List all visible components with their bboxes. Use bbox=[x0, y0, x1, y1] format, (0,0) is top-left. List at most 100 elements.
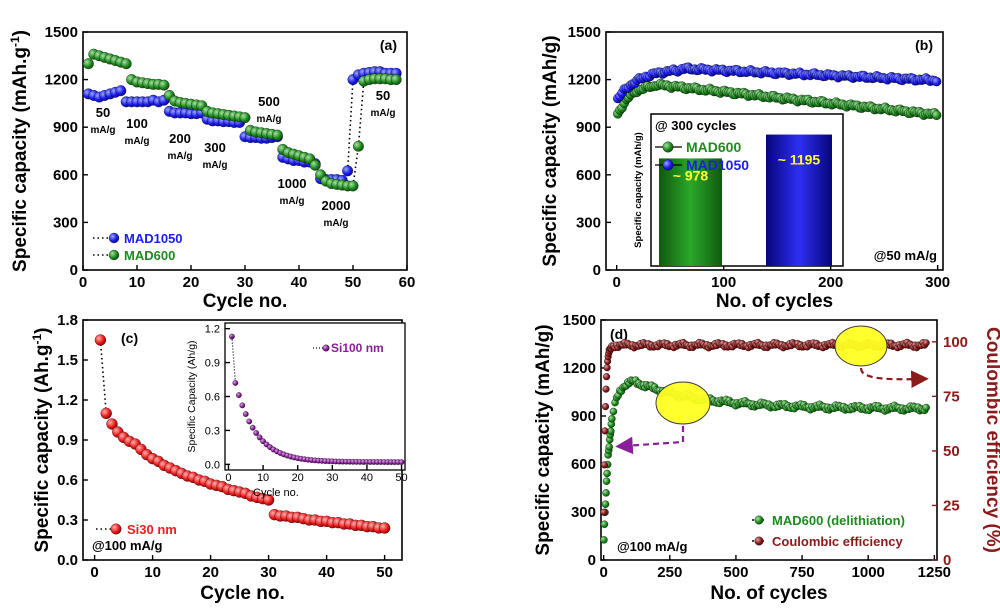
point-Coulombic efficiency bbox=[602, 385, 610, 393]
highlight-ellipse-efficiency bbox=[834, 325, 888, 367]
point-Si30 nm bbox=[100, 407, 112, 419]
legend-entry: MAD600 bbox=[124, 248, 175, 263]
panel-d-x-tick: 0 bbox=[599, 564, 607, 581]
panel-b-ylabel: Specific capacity (mAh/g) bbox=[540, 35, 561, 266]
rate-annotation-unit: mA/g bbox=[257, 114, 282, 125]
inset-legend-marker bbox=[662, 159, 674, 171]
panel-d-y-right-tick: 50 bbox=[943, 443, 960, 460]
panel-d-frame bbox=[600, 319, 938, 561]
inset-x-tick: 50 bbox=[395, 472, 407, 484]
point-MAD600 bbox=[931, 110, 942, 120]
inset-x-tick: 30 bbox=[326, 472, 338, 484]
panel-b-x-tick: 200 bbox=[818, 274, 843, 291]
rate-annotation-unit: mA/g bbox=[168, 151, 193, 162]
inset-bar-MAD600 bbox=[659, 158, 722, 266]
inset-legend-marker bbox=[662, 141, 674, 153]
panel-d-y-right-tick: 25 bbox=[943, 497, 960, 514]
panel-c-ylabel: Specific capacity (Ah.g-1) bbox=[30, 327, 53, 552]
panel-d-x-tick: 1000 bbox=[852, 564, 885, 581]
panel-c-y-tick: 1.5 bbox=[57, 352, 78, 369]
panel-b-y-tick: 1500 bbox=[568, 24, 601, 41]
point-MAD600 (delithiation) bbox=[601, 500, 610, 508]
panel-b-x-tick: 300 bbox=[925, 274, 950, 291]
point-Si30 nm bbox=[262, 494, 275, 506]
inset-point bbox=[242, 411, 249, 417]
panel-d-y-tick: 900 bbox=[571, 408, 596, 425]
point-MAD600 (delithiation) bbox=[922, 403, 930, 412]
panel-a-ylabel: Specific capacity (mAh.g-1) bbox=[8, 30, 31, 272]
arrow-to-left-axis bbox=[615, 426, 685, 455]
panel-b: 0 100 200 300 0 300 600 900 1200 1500 No. of cycle… bbox=[540, 24, 950, 312]
arrow-to-right-axis bbox=[859, 367, 929, 389]
rate-annotation-unit: mA/g bbox=[125, 136, 150, 147]
panel-b-y-tick: 600 bbox=[576, 167, 601, 184]
panel-c-x-tick: 20 bbox=[202, 564, 219, 581]
panel-b-xlabel: No. of cycles bbox=[716, 291, 833, 312]
inset-point bbox=[235, 392, 242, 398]
legend-marker bbox=[754, 515, 764, 525]
inset-legend-entry: MAD600 bbox=[686, 139, 741, 155]
rate-annotation-unit: mA/g bbox=[280, 196, 305, 207]
panel-c-x-tick: 50 bbox=[376, 564, 393, 581]
panel-b-inset: @ 300 cycles Specific capacity (mAh/g) ~ 9… bbox=[633, 113, 844, 267]
rate-annotation-unit: mA/g bbox=[91, 125, 116, 136]
inset-point bbox=[229, 333, 235, 340]
point-Si30 nm bbox=[106, 418, 118, 430]
transition-dots bbox=[346, 79, 354, 171]
legend-entry: MAD600 (delithiation) bbox=[772, 513, 905, 528]
panel-c-y-tick: 0.3 bbox=[57, 512, 78, 529]
series-Si30 nm bbox=[94, 334, 391, 534]
legend-entry: Coulombic efficiency bbox=[772, 534, 904, 549]
panel-d-ylabel-right: Coulombic efficiency (%) bbox=[982, 327, 1000, 553]
inset-x-tick: 10 bbox=[257, 472, 269, 484]
panel-b-x-tick: 0 bbox=[613, 274, 621, 291]
panel-d-label: (d) bbox=[610, 326, 628, 342]
legend-marker bbox=[754, 536, 764, 546]
panel-d-y-tick: 0 bbox=[588, 552, 596, 569]
panel-a-xlabel: Cycle no. bbox=[203, 291, 287, 312]
point-MAD600 bbox=[239, 112, 251, 124]
panel-d-x-tick: 500 bbox=[723, 564, 748, 581]
panel-d-y-tick: 300 bbox=[571, 504, 596, 521]
highlight-ellipse-capacity bbox=[655, 381, 711, 425]
inset-legend-marker bbox=[322, 344, 330, 352]
point-MAD600 (delithiation) bbox=[600, 536, 608, 544]
inset-title: @ 300 cycles bbox=[655, 118, 736, 133]
series-MAD600 bbox=[82, 48, 402, 192]
rate-annotation-unit: mA/g bbox=[324, 218, 349, 229]
inset-y-tick: 0.0 bbox=[205, 459, 220, 471]
panel-a-legend: MAD1050 MAD600 bbox=[93, 231, 183, 263]
panel-d-condition: @100 mA/g bbox=[617, 539, 688, 554]
panel-a-x-tick: 20 bbox=[183, 274, 200, 291]
series-MAD1050 bbox=[613, 62, 942, 104]
rate-annotation: 100 bbox=[126, 116, 148, 131]
panel-a-y-tick: 900 bbox=[53, 119, 78, 136]
legend-entry: Si30 nm bbox=[127, 522, 177, 537]
point-MAD600 (delithiation) bbox=[609, 407, 618, 416]
panel-c-label: (c) bbox=[121, 330, 138, 346]
transition-dots bbox=[357, 81, 365, 147]
point-MAD600 bbox=[390, 74, 402, 86]
point-Coulombic efficiency bbox=[600, 508, 608, 516]
first-cycle-drop bbox=[99, 339, 107, 414]
rate-annotation: 300 bbox=[204, 140, 226, 155]
panel-a-x-tick: 50 bbox=[345, 274, 362, 291]
point-MAD600 bbox=[158, 79, 170, 91]
panel-a-x-tick: 0 bbox=[79, 274, 87, 291]
rate-annotation: 50 bbox=[96, 105, 110, 120]
inset-bar-value: ~ 978 bbox=[673, 167, 709, 183]
inset-x-tick: 0 bbox=[225, 472, 231, 484]
panel-a-y-tick: 1500 bbox=[45, 24, 78, 41]
point-Coulombic efficiency bbox=[601, 427, 609, 435]
panel-c-y-tick: 0.6 bbox=[57, 472, 78, 489]
inset-point bbox=[232, 380, 239, 386]
panel-d-x-tick: 250 bbox=[657, 564, 682, 581]
point-MAD600 bbox=[120, 58, 132, 70]
point-MAD600 (delithiation) bbox=[608, 415, 616, 423]
panel-d-y-right-tick: 0 bbox=[943, 552, 951, 569]
panel-c-y-tick: 0.9 bbox=[57, 432, 78, 449]
point-MAD600 bbox=[309, 159, 321, 171]
panel-d-y-tick: 1200 bbox=[563, 360, 596, 377]
panel-d-y-tick: 1500 bbox=[563, 312, 596, 329]
